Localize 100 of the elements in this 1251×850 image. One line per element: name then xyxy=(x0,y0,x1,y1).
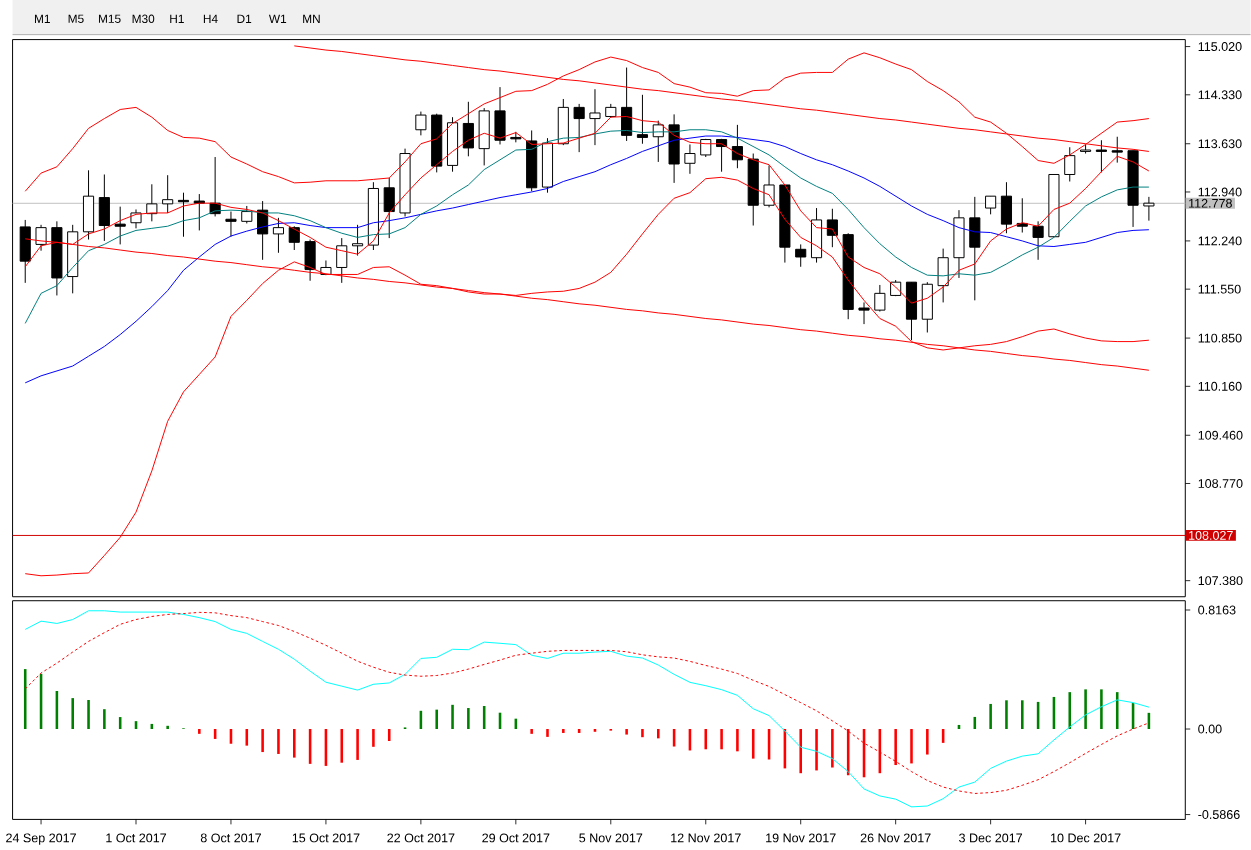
bar xyxy=(340,728,344,763)
bar xyxy=(372,728,375,747)
text: H4 xyxy=(203,14,218,23)
candlestick xyxy=(985,195,997,215)
bar xyxy=(277,728,280,754)
candlestick xyxy=(352,224,364,256)
bar xyxy=(656,728,660,739)
candlestick xyxy=(225,210,237,238)
candlestick xyxy=(763,164,775,208)
y-tick-label: 0.00 xyxy=(1198,724,1222,734)
text: MN xyxy=(303,14,320,23)
candlestick xyxy=(1111,136,1123,163)
bar xyxy=(1068,691,1072,729)
bar xyxy=(451,704,454,729)
candlestick xyxy=(589,88,601,146)
x-tick-label: 19 Nov 2017 xyxy=(766,833,836,843)
x-tick-label: 10 Dec 2017 xyxy=(1051,833,1121,843)
candlestick xyxy=(1032,220,1044,261)
y-tick-label: -0.5866 xyxy=(1198,809,1240,819)
bar xyxy=(562,728,565,733)
bar xyxy=(103,709,106,729)
bar xyxy=(23,668,27,729)
bar xyxy=(720,728,723,750)
bar xyxy=(894,728,897,765)
x-tick-label: 1 Oct 2017 xyxy=(106,833,167,843)
bar xyxy=(926,728,929,755)
y-tick-label: 107.380 xyxy=(1198,576,1243,585)
candlestick xyxy=(874,284,886,312)
x-tick-label: 15 Oct 2017 xyxy=(292,833,360,843)
bar xyxy=(704,728,708,750)
text: M1 xyxy=(34,14,50,23)
candlestick xyxy=(336,237,348,284)
candlestick xyxy=(383,177,395,239)
bar xyxy=(261,728,264,752)
candlestick xyxy=(858,301,870,325)
candlestick xyxy=(1095,139,1107,173)
text: M5 xyxy=(68,14,84,23)
x-tick-label: 8 Oct 2017 xyxy=(200,833,261,843)
bar xyxy=(530,728,533,734)
bar xyxy=(435,709,438,729)
candlestick xyxy=(684,143,696,175)
text: M15 xyxy=(98,14,121,23)
bar xyxy=(1005,700,1008,729)
candlestick xyxy=(573,103,585,153)
bar xyxy=(1084,689,1087,729)
text: D1 xyxy=(237,14,252,23)
y-tick-label: 108.770 xyxy=(1198,478,1243,488)
candlestick xyxy=(272,217,285,254)
y-tick-label: 114.330 xyxy=(1198,90,1242,100)
bar xyxy=(356,728,359,760)
candlestick xyxy=(795,243,807,268)
x-tick-label: 22 Oct 2017 xyxy=(387,833,455,843)
bar xyxy=(467,707,470,729)
y-tick-label: 110.850 xyxy=(1198,333,1242,343)
bar xyxy=(87,699,90,729)
candlestick xyxy=(1143,196,1155,221)
ref-line-label: 108.027 xyxy=(1189,530,1233,540)
text: M30 xyxy=(132,14,155,23)
bar xyxy=(387,728,391,741)
y-tick-label: 110.160 xyxy=(1198,381,1242,391)
text: H1 xyxy=(170,14,184,23)
text: W1 xyxy=(268,14,287,23)
y-tick-label: 112.940 xyxy=(1198,187,1242,197)
bar xyxy=(989,703,992,729)
bar xyxy=(1115,691,1119,729)
bar xyxy=(292,728,296,758)
bar xyxy=(751,728,755,759)
x-tick-label: 26 Nov 2017 xyxy=(860,833,931,843)
bar xyxy=(625,728,628,735)
x-tick-label: 12 Nov 2017 xyxy=(671,833,741,843)
bar xyxy=(1100,689,1103,729)
candlestick xyxy=(35,224,47,252)
y-tick-label: 115.020 xyxy=(1198,41,1242,51)
bar xyxy=(799,728,802,774)
bar xyxy=(815,728,818,771)
candlestick xyxy=(162,174,174,214)
bar xyxy=(546,728,549,737)
candlestick xyxy=(114,206,126,245)
y-tick-label: 112.240 xyxy=(1198,236,1242,246)
ref-line-label: 112.778 xyxy=(1189,198,1232,208)
y-tick-label: 0.8163 xyxy=(1198,605,1236,615)
bar xyxy=(198,728,201,734)
bar xyxy=(736,728,739,752)
bar xyxy=(166,725,169,729)
bar xyxy=(641,728,644,738)
x-tick-label: 24 Sep 2017 xyxy=(6,833,76,845)
candlestick xyxy=(826,208,838,248)
candlestick xyxy=(636,94,649,145)
candlestick xyxy=(1064,146,1076,182)
bar xyxy=(831,728,834,768)
x-tick-label: 5 Nov 2017 xyxy=(579,833,643,843)
y-tick-label: 111.550 xyxy=(1198,284,1241,294)
y-tick-label: 109.460 xyxy=(1198,430,1243,440)
bar xyxy=(910,728,913,764)
candlestick xyxy=(193,193,205,231)
x-tick-label: 29 Oct 2017 xyxy=(482,833,550,843)
candlestick xyxy=(415,110,427,136)
x-tick-label: 3 Dec 2017 xyxy=(959,833,1023,843)
bar xyxy=(71,697,74,729)
y-tick-label: 113.630 xyxy=(1198,139,1242,149)
